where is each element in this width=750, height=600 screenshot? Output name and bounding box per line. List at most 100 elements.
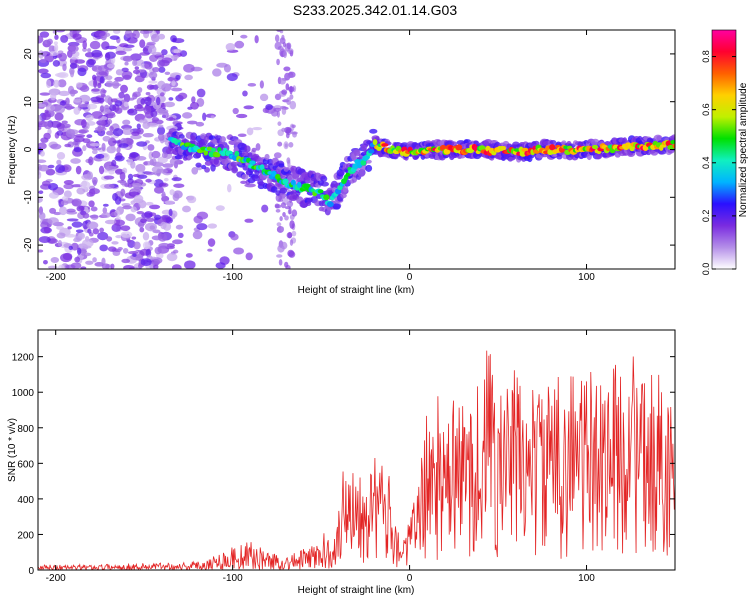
heatmap-noise-cell (234, 40, 245, 49)
heatmap-noise-cell (134, 75, 145, 83)
heatmap-noise-cell (277, 121, 282, 126)
heatmap-ridge-cell (296, 181, 302, 188)
heatmap-noise-cell (127, 97, 135, 101)
heatmap-noise-cell (158, 124, 164, 128)
heatmap-noise-cell (132, 69, 141, 75)
heatmap-noise-cell (143, 47, 149, 52)
heatmap-noise-cell (106, 130, 114, 136)
heatmap-noise-cell (288, 206, 292, 215)
heatmap-noise-cell (47, 217, 59, 225)
heatmap-noise-cell (45, 168, 56, 176)
heatmap-ridge-cell (345, 172, 351, 177)
heatmap-noise-cell (233, 247, 245, 255)
heatmap-noise-cell (151, 158, 157, 167)
heatmap-halo-cell (369, 128, 378, 134)
heatmap-noise-cell (145, 217, 155, 222)
heatmap-halo-cell (332, 203, 341, 210)
heatmap-noise-cell (291, 131, 298, 135)
heatmap-noise-cell (54, 112, 64, 121)
heatmap-noise-cell (171, 80, 176, 87)
heatmap-noise-cell (106, 236, 113, 242)
heatmap-noise-cell (40, 137, 49, 143)
heatmap-noise-cell (48, 192, 59, 199)
heatmap-halo-cell (178, 134, 185, 139)
heatmap-noise-cell (56, 152, 66, 160)
heatmap-noise-cell (89, 188, 101, 195)
heatmap-noise-cell (139, 39, 146, 49)
heatmap-noise-cell (90, 206, 98, 212)
heatmap-noise-cell (148, 80, 158, 84)
heatmap-noise-cell (136, 123, 141, 130)
heatmap-noise-cell (287, 159, 291, 168)
heatmap-noise-cell (149, 204, 161, 210)
heatmap-x-tick-label: 100 (578, 272, 595, 283)
heatmap-noise-cell (82, 239, 94, 248)
heatmap-noise-cell (55, 30, 66, 33)
heatmap-noise-cell (165, 217, 174, 224)
heatmap-noise-cell (107, 119, 113, 125)
heatmap-noise-cell (124, 61, 129, 66)
heatmap-noise-cell (53, 79, 60, 88)
heatmap-noise-cell (48, 45, 56, 53)
heatmap-noise-cell (280, 202, 286, 209)
heatmap-halo-cell (365, 164, 373, 172)
heatmap-noise-cell (133, 241, 141, 250)
heatmap-noise-cell (171, 87, 183, 92)
heatmap-noise-cell (52, 30, 58, 34)
heatmap-noise-cell (277, 141, 283, 147)
heatmap-noise-cell (56, 232, 66, 239)
heatmap-noise-cell (134, 113, 146, 122)
heatmap-noise-cell (67, 85, 75, 95)
heatmap-noise-cell (274, 34, 280, 43)
heatmap-noise-cell (157, 133, 165, 141)
heatmap-halo-cell (357, 169, 366, 177)
heatmap-noise-cell (146, 41, 156, 46)
heatmap-noise-cell (91, 74, 97, 81)
heatmap-halo-cell (361, 144, 368, 151)
heatmap-noise-cell (145, 171, 155, 176)
heatmap-noise-cell (39, 92, 51, 96)
heatmap-noise-cell (286, 74, 294, 78)
heatmap-ridge-cell (381, 143, 389, 147)
heatmap-noise-cell (283, 66, 291, 72)
heatmap-noise-cell (103, 183, 115, 189)
heatmap-noise-cell (60, 34, 69, 43)
heatmap-noise-cell (123, 264, 135, 269)
heatmap-noise-cell (82, 40, 87, 50)
heatmap-noise-cell (74, 59, 86, 64)
heatmap-noise-cell (81, 119, 87, 128)
heatmap-noise-cell (130, 200, 136, 205)
heatmap-noise-cell (168, 208, 173, 217)
heatmap-noise-cell (158, 242, 171, 249)
heatmap-noise-cell (112, 193, 119, 201)
heatmap-ridge-cell (443, 148, 451, 155)
heatmap-noise-cell (97, 82, 102, 89)
heatmap-noise-cell (284, 215, 289, 221)
heatmap-noise-cell (109, 35, 120, 40)
heatmap-ridge-cell (290, 179, 296, 186)
heatmap-noise-cell (101, 212, 111, 219)
heatmap-noise-cell (41, 112, 51, 121)
heatmap-noise-cell (41, 180, 51, 187)
heatmap-noise-cell (120, 84, 128, 93)
heatmap-noise-cell (158, 183, 167, 187)
heatmap-noise-cell (38, 68, 49, 74)
heatmap-noise-cell (252, 127, 263, 131)
heatmap-noise-cell (145, 201, 154, 206)
heatmap-noise-cell (196, 223, 208, 231)
heatmap-noise-cell (46, 38, 53, 45)
heatmap-noise-cell (148, 45, 157, 54)
heatmap-noise-cell (57, 72, 69, 79)
heatmap-noise-cell (87, 228, 92, 234)
heatmap-x-tick-label: -200 (46, 272, 66, 283)
heatmap-noise-cell (52, 60, 61, 67)
heatmap-ridge-cell (210, 147, 217, 152)
heatmap-noise-cell (57, 239, 62, 247)
heatmap-noise-cell (279, 216, 283, 222)
heatmap-noise-cell (289, 94, 294, 100)
heatmap-noise-cell (46, 79, 52, 89)
heatmap-halo-cell (231, 166, 238, 174)
heatmap-noise-cell (158, 66, 166, 73)
heatmap-noise-cell (282, 42, 287, 48)
